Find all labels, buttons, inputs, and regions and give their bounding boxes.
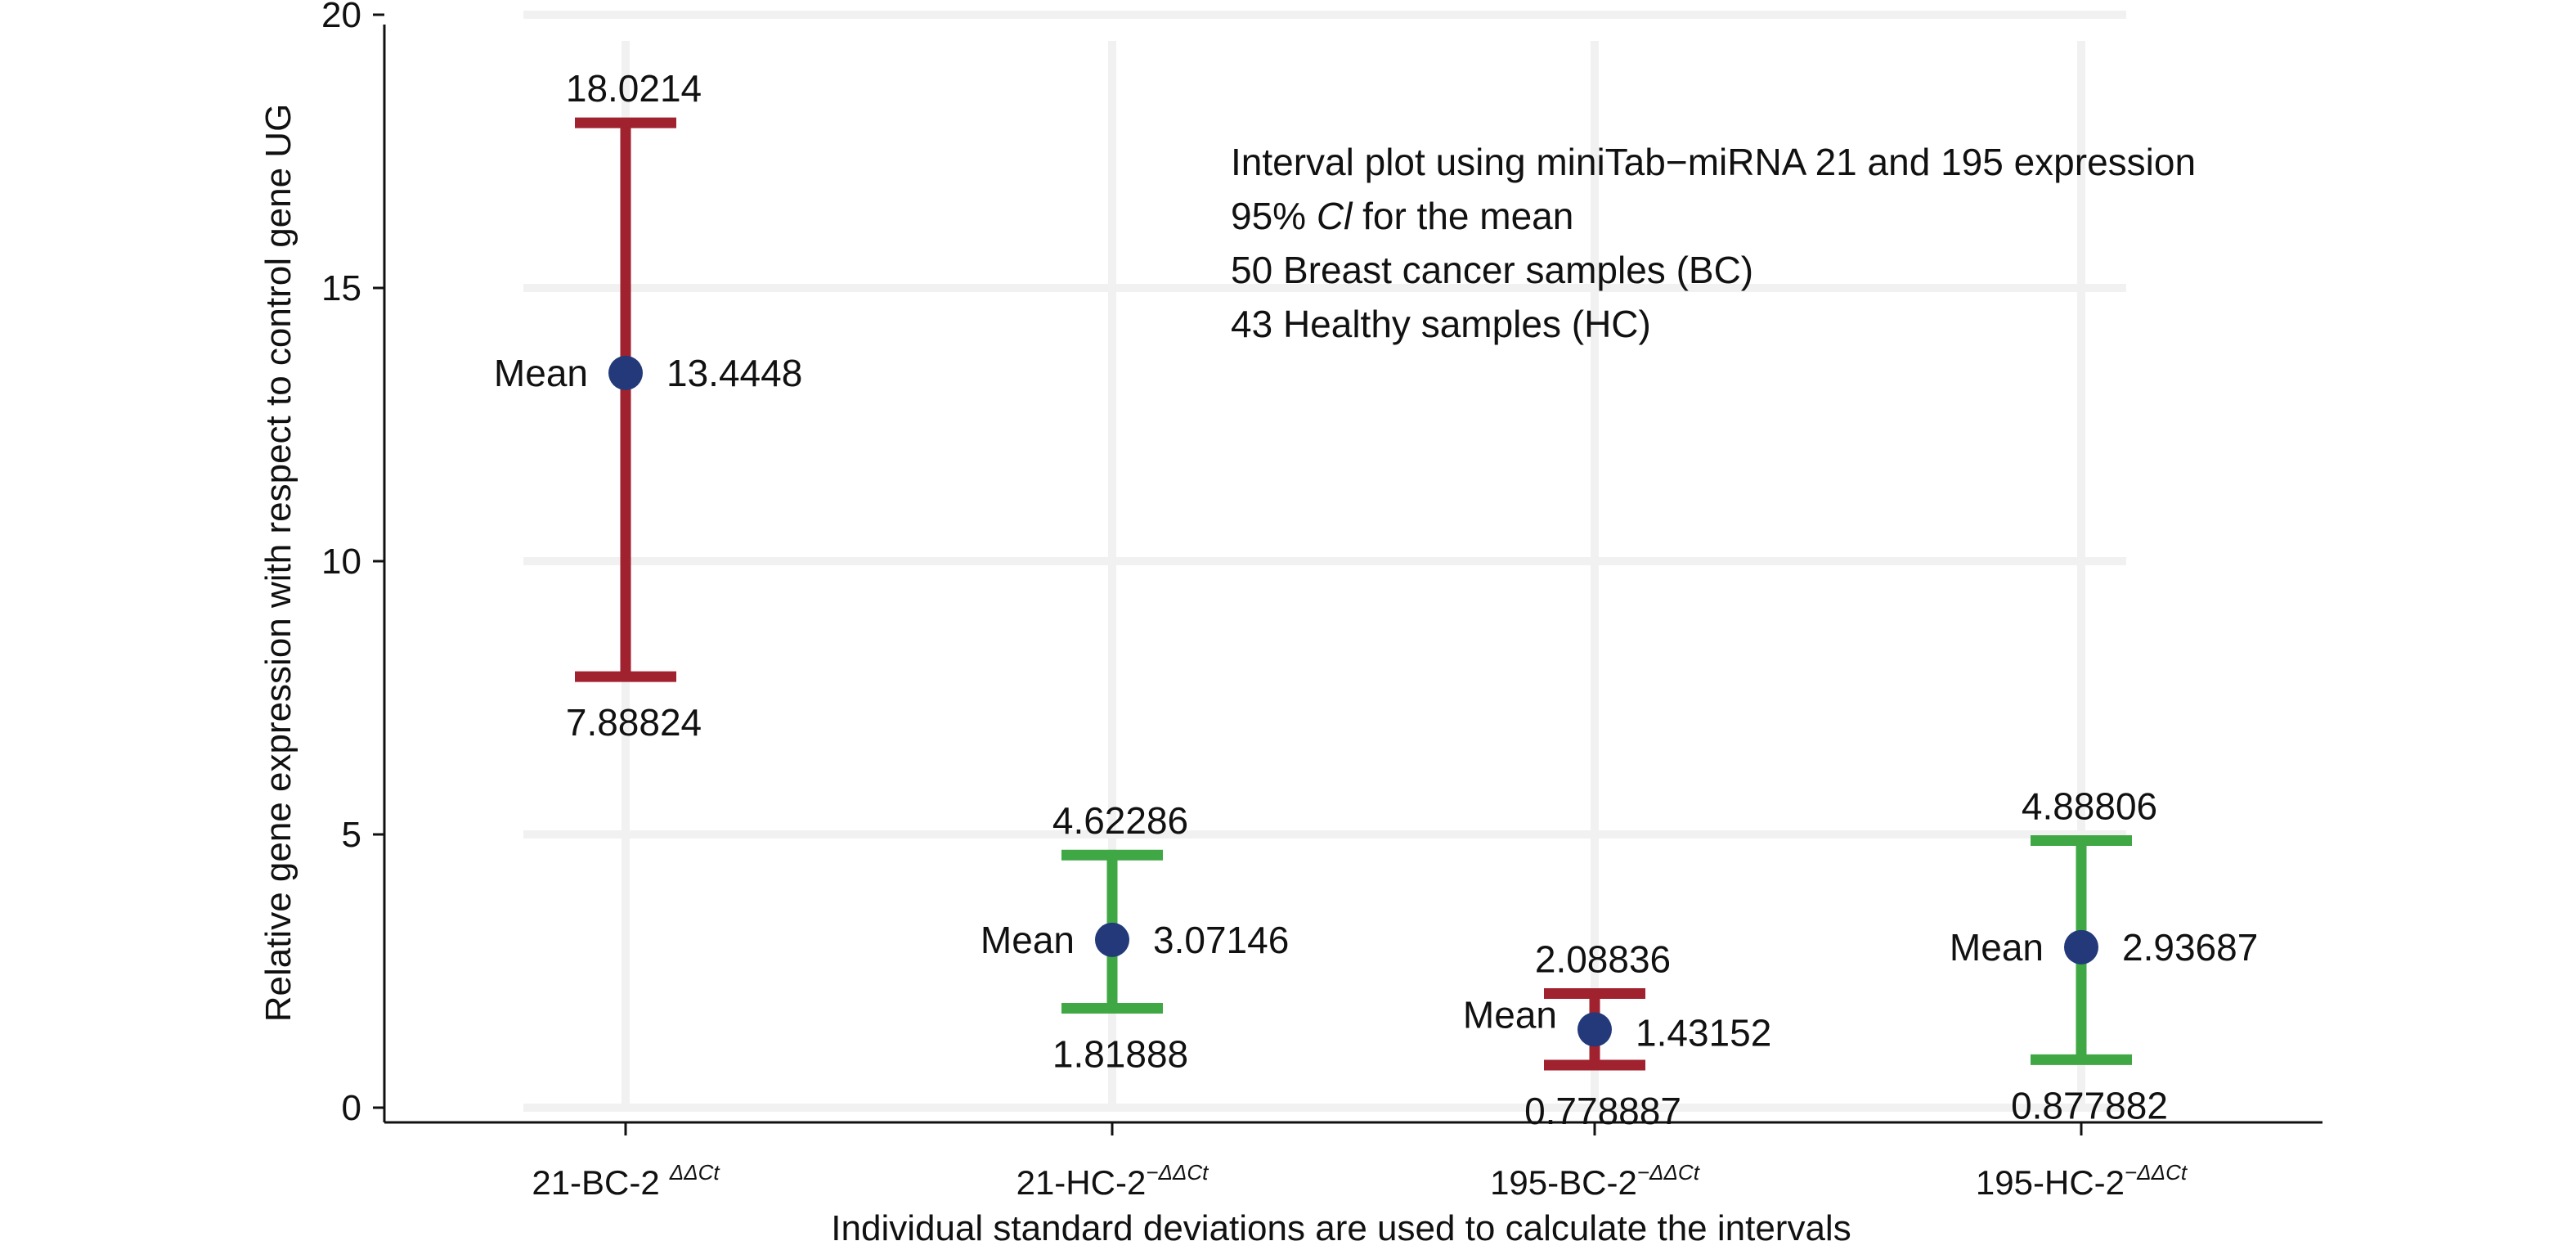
x-tick-label: 195-BC-2−ΔΔCt bbox=[1490, 1160, 1701, 1202]
mean-point bbox=[608, 355, 643, 390]
mean-point bbox=[1577, 1012, 1612, 1047]
x-tick-label: 21-BC-2 ΔΔCt bbox=[532, 1160, 720, 1202]
annotation-block: Interval plot using miniTab−miRNA 21 and… bbox=[1231, 141, 2196, 345]
mean-value-label: 3.07146 bbox=[1153, 919, 1289, 961]
mean-value-label: 1.43152 bbox=[1636, 1011, 1771, 1054]
lower-label: 7.88824 bbox=[566, 701, 702, 744]
lower-label: 0.778887 bbox=[1524, 1090, 1681, 1132]
upper-label: 18.0214 bbox=[566, 67, 702, 110]
annotation-line: 43 Healthy samples (HC) bbox=[1231, 303, 1651, 345]
annotation-line: 50 Breast cancer samples (BC) bbox=[1231, 249, 1753, 291]
annotation-line: Interval plot using miniTab−miRNA 21 and… bbox=[1231, 141, 2196, 183]
annotation-line: 95% Cl for the mean bbox=[1231, 195, 1573, 237]
y-axis-title: Relative gene expression with respect to… bbox=[258, 104, 298, 1023]
upper-label: 4.62286 bbox=[1052, 799, 1188, 842]
lower-label: 0.877882 bbox=[2011, 1084, 2168, 1126]
y-tick-label: 0 bbox=[342, 1088, 361, 1128]
mean-point bbox=[1095, 922, 1129, 957]
y-tick-label: 10 bbox=[321, 542, 361, 582]
lower-label: 1.81888 bbox=[1052, 1032, 1188, 1075]
x-tick-label: 21-HC-2−ΔΔCt bbox=[1016, 1160, 1210, 1202]
interval-2: 4.62286 1.81888 Mean 3.07146 bbox=[981, 799, 1289, 1075]
y-tick-label: 5 bbox=[342, 815, 361, 855]
y-tick-label: 20 bbox=[321, 0, 361, 35]
interval-4: 4.88806 0.877882 Mean 2.93687 bbox=[1950, 785, 2258, 1126]
x-tick-label: 195-HC-2−ΔΔCt bbox=[1976, 1160, 2188, 1202]
mean-word-label: Mean bbox=[981, 919, 1075, 961]
upper-label: 2.08836 bbox=[1535, 938, 1671, 980]
x-axis-title: Individual standard deviations are used … bbox=[831, 1208, 1851, 1248]
interval-3: 2.08836 0.778887 Mean 1.43152 bbox=[1463, 938, 1771, 1131]
mean-word-label: Mean bbox=[1950, 926, 2044, 969]
upper-label: 4.88806 bbox=[2022, 785, 2157, 827]
interval-1: 18.0214 7.88824 Mean 13.4448 bbox=[494, 67, 802, 744]
mean-word-label: Mean bbox=[1463, 993, 1557, 1036]
y-tick-label: 15 bbox=[321, 268, 361, 308]
mean-word-label: Mean bbox=[494, 352, 588, 394]
mean-value-label: 13.4448 bbox=[666, 352, 802, 394]
mean-value-label: 2.93687 bbox=[2122, 926, 2258, 969]
mean-point bbox=[2064, 929, 2098, 964]
